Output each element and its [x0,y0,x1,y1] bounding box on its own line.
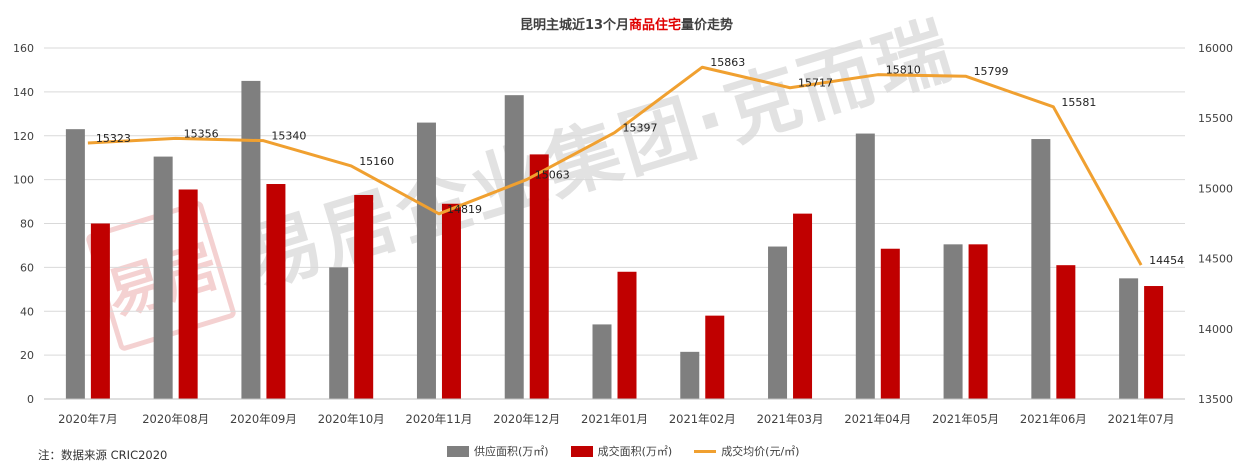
bar-deal [178,189,198,399]
y-axis-left-tick-label: 40 [20,305,34,318]
legend-item-supply: 供应面积(万㎡) [447,443,549,459]
bar-deal [793,213,813,399]
source-note: 注：数据来源 CRIC2020 [38,448,168,462]
x-axis-tick-label: 2021年01月 [581,412,648,426]
x-axis-tick-label: 2021年04月 [844,412,911,426]
chart-title: 昆明主城近13个月商品住宅量价走势 [0,14,1253,33]
price-data-label: 15799 [974,65,1009,78]
y-axis-right-tick-label: 16000 [1198,42,1233,55]
y-axis-right-tick-label: 13500 [1198,393,1233,406]
bar-supply [416,122,436,400]
price-data-label: 15340 [271,130,306,143]
bar-deal [705,315,725,399]
price-data-label: 14819 [447,203,482,216]
bar-supply [855,133,875,399]
x-axis-tick-label: 2021年06月 [1020,412,1087,426]
x-axis-tick-label: 2021年05月 [932,412,999,426]
y-axis-right-tick-label: 15500 [1198,112,1233,125]
legend-swatch-price [694,449,717,453]
price-data-label: 15356 [184,127,219,140]
price-data-label: 15581 [1061,96,1096,109]
bar-supply [768,246,788,399]
bar-supply [504,95,524,400]
y-axis-left-tick-label: 160 [13,42,34,55]
y-axis-left-tick-label: 100 [13,174,34,187]
bar-supply [241,80,261,399]
legend-item-price: 成交均价(元/㎡) [694,443,799,459]
bar-deal [617,271,637,399]
x-axis-tick-label: 2021年02月 [669,412,736,426]
bar-deal [880,248,900,399]
price-data-label: 15810 [886,64,921,77]
price-data-label: 15323 [96,132,131,145]
bar-deal [529,154,549,399]
y-axis-left-tick-label: 80 [20,218,34,231]
bar-supply [680,351,700,399]
legend-label-price: 成交均价(元/㎡) [721,445,800,458]
bar-supply [153,156,173,399]
bar-supply [1031,139,1051,399]
bar-deal [441,203,461,399]
bar-deal [354,194,374,399]
title-part-1: 昆明主城近13个月 [519,18,630,33]
price-data-label: 15063 [535,169,570,182]
x-axis-tick-label: 2020年12月 [493,412,560,426]
y-axis-right-tick-label: 14500 [1198,253,1233,266]
bar-supply [1119,278,1139,399]
bar-supply [329,267,349,399]
legend-item-deal: 成交面积(万㎡) [570,443,673,459]
title-part-2: 量价走势 [681,18,734,33]
y-axis-left-tick-label: 60 [20,261,34,274]
legend-swatch-supply [447,445,469,457]
x-axis-tick-label: 2021年07月 [1108,412,1175,426]
x-axis-tick-label: 2020年11月 [406,412,473,426]
bar-deal [90,223,110,399]
bar-supply [65,129,85,399]
y-axis-left-tick-label: 0 [27,393,34,406]
price-data-label: 15160 [359,155,394,168]
bar-deal [266,184,286,399]
legend-label-deal: 成交面积(万㎡) [597,445,673,458]
y-axis-left-tick-label: 20 [20,349,34,362]
legend-label-supply: 供应面积(万㎡) [474,445,549,458]
x-axis-tick-label: 2020年08月 [142,412,209,426]
bar-deal [968,244,988,399]
price-data-label: 15863 [710,56,745,69]
price-data-label: 15717 [798,77,833,90]
y-axis-left-tick-label: 120 [13,130,34,143]
x-axis-tick-label: 2021年03月 [757,412,824,426]
y-axis-right-tick-label: 15000 [1198,182,1233,195]
price-data-label: 15397 [623,122,658,135]
x-axis-tick-label: 2020年09月 [230,412,297,426]
bar-deal [1056,265,1076,399]
price-data-label: 14454 [1149,254,1184,267]
bar-deal [1144,286,1164,399]
legend-swatch-deal [570,445,593,457]
y-axis-left-tick-label: 140 [13,86,34,99]
x-axis-tick-label: 2020年10月 [318,412,385,426]
price-line [87,65,1143,266]
bar-supply [592,324,612,399]
y-axis-right-tick-label: 14000 [1198,323,1233,336]
x-axis-tick-label: 2020年7月 [58,412,118,426]
title-highlight: 商品住宅 [629,18,682,33]
chart-legend: 供应面积(万㎡) 成交面积(万㎡) 成交均价(元/㎡) [447,443,821,459]
bar-supply [943,244,963,399]
